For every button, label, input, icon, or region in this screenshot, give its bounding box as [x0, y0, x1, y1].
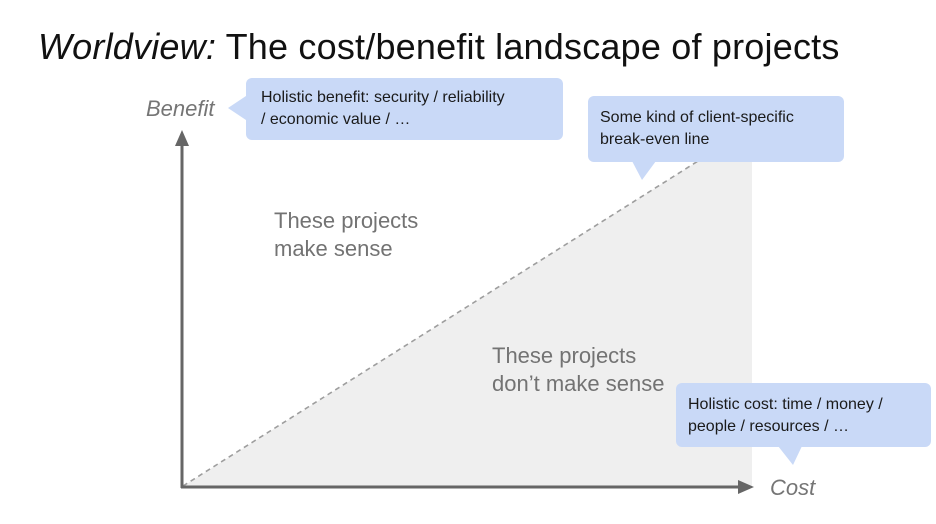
cost-callout-bubble	[676, 383, 931, 465]
slide-title-italic: Worldview:	[38, 26, 217, 67]
break-even-callout-text: Some kind of client-specific break-even …	[600, 107, 794, 151]
region-label-line: These projects	[274, 208, 419, 233]
unprofitable-region	[182, 156, 752, 487]
slide-title: Worldview: The cost/benefit landscape of…	[38, 26, 840, 68]
callout-line: Holistic cost: time / money /	[688, 396, 883, 413]
callout-line: Some kind of client-specific	[600, 109, 794, 126]
benefit-callout-text: Holistic benefit: security / reliability…	[261, 87, 505, 131]
x-axis-arrowhead	[738, 480, 754, 494]
benefit-callout-bubble	[228, 78, 563, 140]
region-label-make-sense: These projects make sense	[274, 207, 418, 263]
y-axis-arrowhead	[175, 130, 189, 146]
break-even-callout-bubble	[588, 96, 844, 180]
callout-line: Holistic benefit: security / reliability	[261, 89, 505, 106]
callout-line: / economic value / …	[261, 111, 411, 128]
region-label-line: don’t make sense	[492, 371, 665, 396]
region-label-line: These projects	[492, 343, 637, 368]
slide-title-rest: The cost/benefit landscape of projects	[216, 26, 840, 67]
callout-line: break-even line	[600, 131, 710, 148]
y-axis-label: Benefit	[146, 96, 215, 121]
cost-callout-text: Holistic cost: time / money / people / r…	[688, 394, 883, 438]
break-even-line	[182, 155, 707, 487]
callout-line: people / resources / …	[688, 418, 849, 435]
region-label-line: make sense	[274, 236, 393, 261]
region-label-dont-make-sense: These projects don’t make sense	[492, 342, 664, 398]
x-axis-label: Cost	[770, 475, 816, 500]
